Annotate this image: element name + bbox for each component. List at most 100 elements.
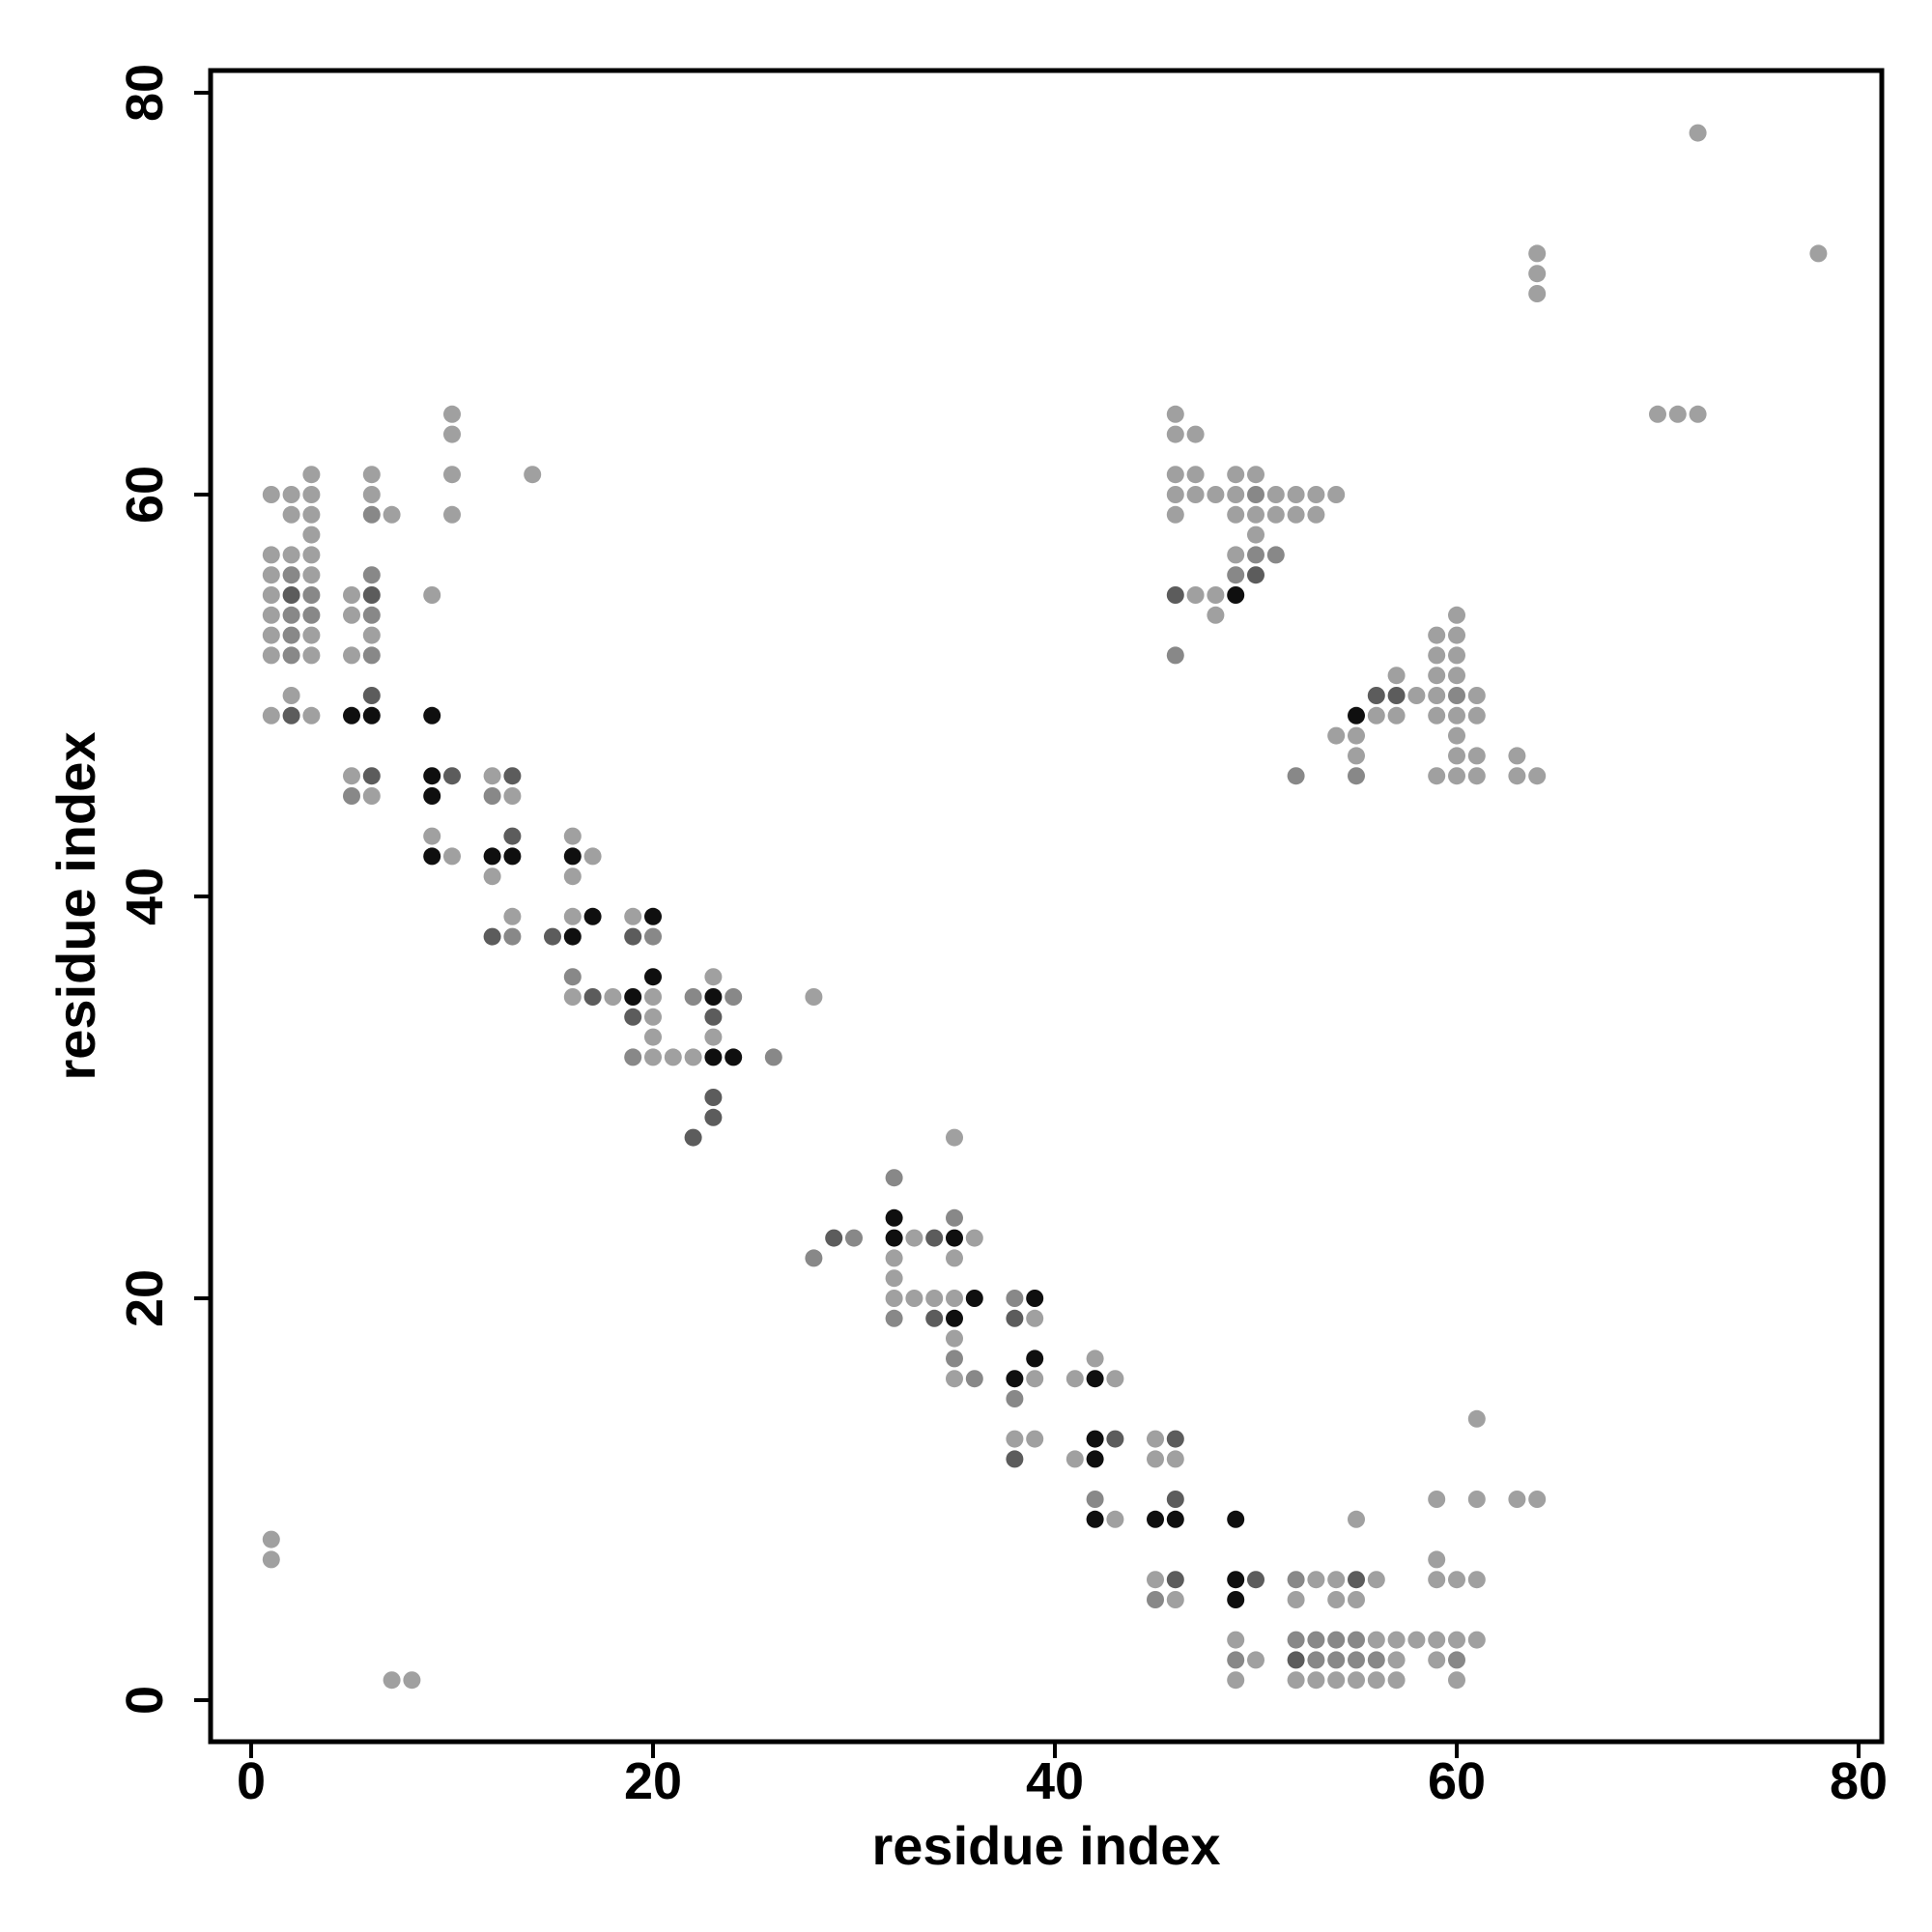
data-point xyxy=(383,505,401,524)
data-point xyxy=(1387,667,1406,685)
data-point xyxy=(805,988,823,1006)
data-point xyxy=(1166,1591,1184,1608)
data-point xyxy=(1227,586,1245,604)
data-point xyxy=(362,505,381,524)
data-point xyxy=(1026,1290,1044,1307)
data-point xyxy=(1387,1631,1406,1649)
data-point xyxy=(1327,1671,1346,1690)
data-point xyxy=(1106,1510,1124,1528)
data-point xyxy=(1348,1571,1365,1589)
data-point xyxy=(1448,767,1465,785)
data-point xyxy=(1166,1510,1184,1528)
data-point xyxy=(1348,726,1365,745)
data-point xyxy=(1186,486,1205,503)
data-point xyxy=(423,787,441,805)
data-point xyxy=(1287,505,1305,524)
data-point xyxy=(1166,486,1184,503)
data-point xyxy=(946,1208,963,1227)
data-point xyxy=(1006,1450,1024,1468)
y-tick-label: 40 xyxy=(116,867,174,925)
x-tick-label: 0 xyxy=(237,1752,266,1810)
data-point xyxy=(563,927,582,946)
data-point xyxy=(302,505,321,524)
data-point xyxy=(644,1048,662,1066)
data-point xyxy=(383,1671,401,1690)
data-point xyxy=(1247,1571,1264,1589)
data-point xyxy=(423,847,441,866)
data-point xyxy=(262,566,280,584)
data-point xyxy=(503,787,522,805)
data-point xyxy=(1528,265,1547,283)
data-point xyxy=(1467,1631,1486,1649)
data-point xyxy=(925,1229,944,1247)
data-point xyxy=(443,425,461,443)
data-point xyxy=(1348,1671,1365,1690)
data-point xyxy=(965,1290,983,1307)
data-point xyxy=(343,787,360,805)
data-point xyxy=(1387,1651,1406,1669)
data-point xyxy=(443,767,461,785)
data-point xyxy=(905,1229,923,1247)
data-point xyxy=(1528,285,1547,302)
data-point xyxy=(1327,1631,1346,1649)
x-tick-label: 20 xyxy=(624,1752,682,1810)
data-point xyxy=(684,1048,702,1066)
data-point xyxy=(1266,486,1285,503)
x-tick-label: 60 xyxy=(1428,1752,1486,1810)
data-point xyxy=(1166,1450,1184,1468)
data-point xyxy=(624,907,642,925)
data-point xyxy=(1026,1370,1044,1388)
data-point xyxy=(1428,1550,1446,1569)
data-point xyxy=(302,706,321,724)
data-point xyxy=(563,907,582,925)
data-point xyxy=(443,847,461,866)
data-point xyxy=(1266,505,1285,524)
data-point xyxy=(1227,1510,1245,1528)
data-point xyxy=(1207,606,1225,624)
data-point xyxy=(1367,706,1385,724)
data-point xyxy=(724,1048,743,1066)
data-point xyxy=(362,466,381,484)
data-point xyxy=(1307,1571,1325,1589)
data-point xyxy=(1348,706,1365,724)
data-point xyxy=(1247,1651,1264,1669)
data-point xyxy=(664,1048,682,1066)
data-point xyxy=(1428,1571,1446,1589)
data-point xyxy=(1006,1390,1024,1407)
data-point xyxy=(704,1008,723,1026)
data-point xyxy=(704,1089,723,1106)
data-point xyxy=(362,646,381,665)
data-point xyxy=(282,566,300,584)
data-point xyxy=(1508,1491,1526,1508)
data-point xyxy=(1247,466,1264,484)
data-point xyxy=(503,907,522,925)
data-point xyxy=(302,486,321,503)
data-point xyxy=(704,1108,723,1126)
data-point xyxy=(1348,767,1365,785)
data-point xyxy=(483,867,501,886)
data-point xyxy=(1689,124,1707,142)
x-tick-label: 40 xyxy=(1026,1752,1084,1810)
data-point xyxy=(262,486,280,503)
data-point xyxy=(1367,687,1385,704)
data-point xyxy=(262,1530,280,1548)
data-point xyxy=(1649,405,1666,423)
data-point xyxy=(423,767,441,785)
data-point xyxy=(1327,726,1346,745)
data-point xyxy=(1307,1631,1325,1649)
data-point xyxy=(343,646,360,665)
data-point xyxy=(1247,546,1264,564)
data-point xyxy=(343,586,360,604)
data-point xyxy=(343,706,360,724)
data-point xyxy=(624,988,642,1006)
data-point xyxy=(1448,687,1465,704)
data-point xyxy=(1227,1651,1245,1669)
data-point xyxy=(1467,706,1486,724)
data-point xyxy=(362,687,381,704)
data-point xyxy=(704,988,723,1006)
y-tick-label: 0 xyxy=(116,1686,174,1715)
data-point xyxy=(965,1229,983,1247)
data-point xyxy=(644,907,662,925)
data-point xyxy=(1266,546,1285,564)
data-point xyxy=(1287,767,1305,785)
